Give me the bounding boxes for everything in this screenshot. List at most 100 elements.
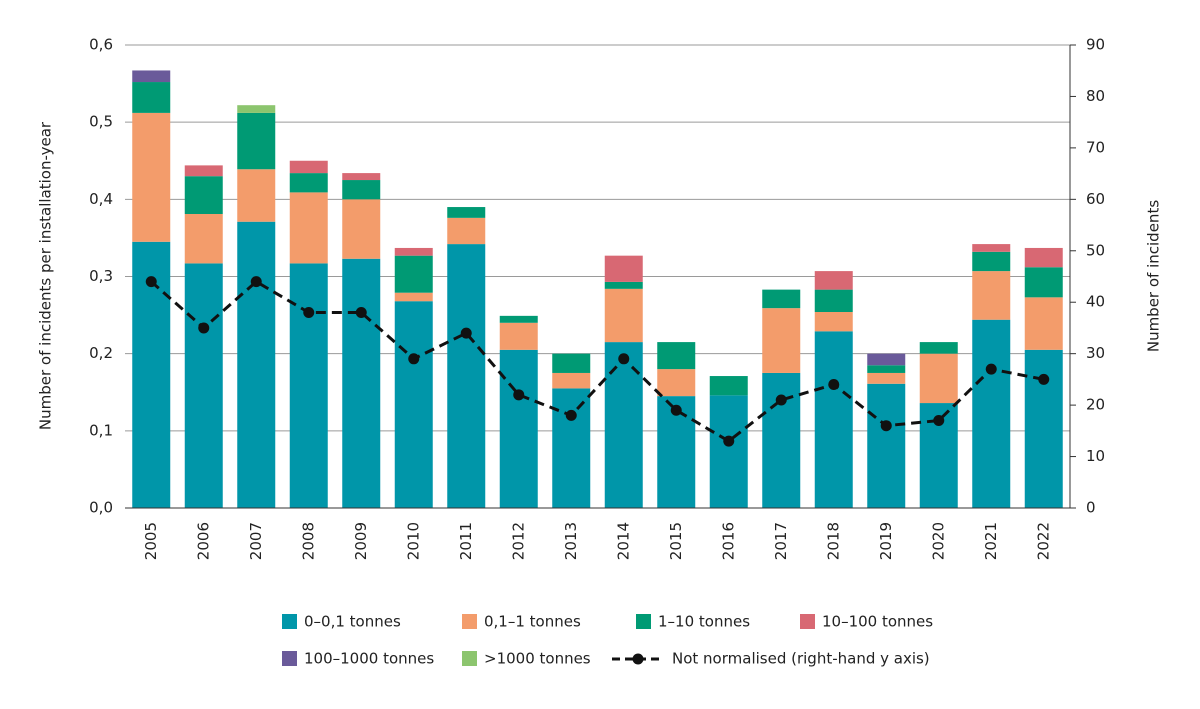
bar-segment: [237, 221, 276, 508]
x-tick-label: 2016: [719, 522, 737, 560]
line-marker: [198, 322, 210, 334]
line-marker: [303, 307, 315, 319]
bar-segment: [604, 255, 643, 282]
bar-segment: [237, 169, 276, 222]
line-series: [150, 279, 1045, 443]
y2-tick-label: 10: [1086, 447, 1105, 465]
bar-segment: [867, 372, 906, 384]
x-tick-label: 2021: [982, 522, 1000, 560]
x-tick-label: 2008: [299, 522, 317, 560]
x-tick-label: 2019: [877, 522, 895, 560]
bar-segment: [814, 271, 853, 290]
y2-tick-label: 70: [1086, 138, 1105, 156]
line-marker: [460, 327, 472, 339]
bar-segment: [499, 322, 538, 350]
legend-label: Not normalised (right-hand y axis): [672, 650, 930, 668]
line-marker: [565, 409, 577, 421]
x-tick-label: 2020: [929, 522, 947, 560]
bar-segment: [762, 289, 801, 309]
line-marker: [513, 389, 525, 401]
bar-segment: [394, 301, 433, 508]
bar-segment: [972, 319, 1011, 508]
bar-segment: [394, 247, 433, 256]
legend-swatch: [282, 651, 297, 666]
x-tick-label: 2007: [247, 522, 265, 560]
bar-segment: [184, 263, 223, 508]
bar-segment: [447, 244, 486, 508]
y-axis-label: Number of incidents per installation-yea…: [37, 121, 55, 430]
bar-segment: [132, 70, 171, 83]
x-tick-label: 2018: [824, 522, 842, 560]
x-tick-label: 2006: [194, 522, 212, 560]
line-marker: [1038, 373, 1050, 385]
bar-segment: [1024, 267, 1063, 298]
bar-segment: [184, 176, 223, 214]
x-tick-label: 2009: [352, 522, 370, 560]
bar-segment: [342, 258, 381, 508]
y2-tick-label: 60: [1086, 190, 1105, 208]
bar-segment: [552, 353, 591, 373]
legend-swatch: [800, 614, 815, 629]
bar-segment: [342, 173, 381, 181]
bar-segment: [184, 165, 223, 177]
bar-segment: [552, 388, 591, 508]
legend-swatch: [282, 614, 297, 629]
bar-segment: [657, 342, 696, 370]
y-tick-label: 0,5: [89, 113, 113, 131]
y-tick-label: 0,1: [89, 421, 113, 439]
legend-label: 100–1000 tonnes: [304, 650, 434, 668]
bar-segment: [604, 281, 643, 289]
bar-segment: [289, 263, 328, 508]
x-tick-label: 2022: [1034, 522, 1052, 560]
line-marker: [933, 415, 945, 427]
bar-segment: [1024, 297, 1063, 350]
bar-segment: [499, 315, 538, 323]
y2-tick-label: 90: [1086, 36, 1105, 54]
bar-segment: [132, 82, 171, 113]
line-marker: [618, 353, 630, 365]
line-marker: [880, 420, 892, 432]
bar-segment: [552, 372, 591, 389]
x-tick-label: 2015: [667, 522, 685, 560]
bar-segment: [237, 105, 276, 113]
line-marker: [408, 353, 420, 365]
legend-swatch: [636, 614, 651, 629]
bar-segment: [814, 331, 853, 508]
line-marker: [775, 394, 787, 406]
bar-segment: [184, 213, 223, 264]
bar-segment: [972, 244, 1011, 252]
x-tick-label: 2013: [562, 522, 580, 560]
y2-tick-label: 80: [1086, 87, 1105, 105]
legend-swatch: [462, 651, 477, 666]
line-marker: [355, 307, 367, 319]
bar-segment: [867, 353, 906, 366]
line-marker: [670, 404, 682, 416]
bar-segment: [919, 342, 958, 354]
y2-tick-label: 20: [1086, 396, 1105, 414]
bar-segment: [1024, 349, 1063, 508]
legend-label: 0,1–1 tonnes: [484, 613, 581, 631]
bar-segment: [289, 160, 328, 174]
x-tick-label: 2010: [404, 522, 422, 560]
line-marker: [250, 276, 262, 288]
x-tick-label: 2017: [772, 522, 790, 560]
bar-segment: [867, 365, 906, 373]
bar-segment: [237, 112, 276, 170]
bar-segment: [814, 311, 853, 332]
bar-segment: [604, 342, 643, 508]
bar-segment: [289, 192, 328, 264]
line-marker: [828, 379, 840, 391]
bar-segment: [867, 383, 906, 508]
bar-segment: [132, 112, 171, 242]
line-marker: [985, 363, 997, 375]
y2-tick-label: 40: [1086, 293, 1105, 311]
y2-tick-label: 0: [1086, 499, 1096, 517]
x-tick-label: 2012: [509, 522, 527, 560]
legend-label: 0–0,1 tonnes: [304, 613, 401, 631]
y2-tick-label: 50: [1086, 241, 1105, 259]
y-tick-label: 0,0: [89, 499, 113, 517]
x-tick-label: 2005: [142, 522, 160, 560]
bar-segment: [814, 289, 853, 312]
legend-label: 10–100 tonnes: [822, 613, 933, 631]
bar-segment: [1024, 247, 1063, 268]
